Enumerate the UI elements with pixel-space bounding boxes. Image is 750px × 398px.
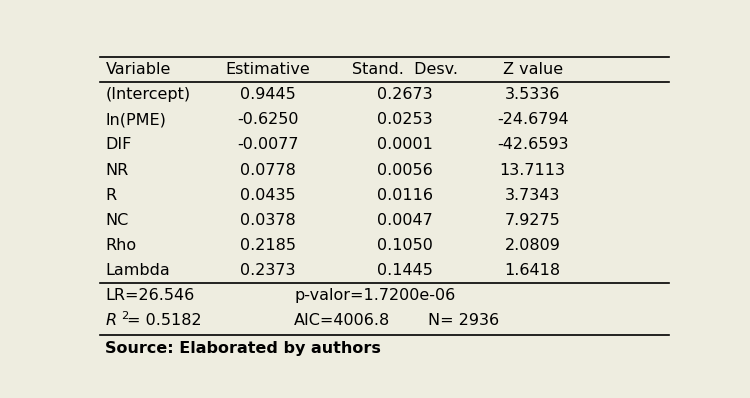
Text: 0.0253: 0.0253: [377, 112, 433, 127]
Text: -0.6250: -0.6250: [237, 112, 298, 127]
Text: Variable: Variable: [105, 62, 171, 77]
Text: 0.9445: 0.9445: [240, 87, 296, 102]
Text: 3.7343: 3.7343: [505, 188, 560, 203]
Text: -24.6794: -24.6794: [496, 112, 568, 127]
Text: NC: NC: [105, 213, 129, 228]
Text: 0.1050: 0.1050: [376, 238, 433, 253]
Text: 0.0047: 0.0047: [376, 213, 433, 228]
Text: 0.1445: 0.1445: [376, 263, 433, 278]
Text: R: R: [105, 188, 116, 203]
Text: Lambda: Lambda: [105, 263, 170, 278]
Text: $R$: $R$: [105, 312, 117, 328]
Text: Rho: Rho: [105, 238, 136, 253]
Text: LR=26.546: LR=26.546: [105, 288, 195, 303]
Text: DIF: DIF: [105, 137, 132, 152]
Text: Stand.  Desv.: Stand. Desv.: [352, 62, 458, 77]
Text: 1.6418: 1.6418: [505, 263, 561, 278]
Text: Source: Elaborated by authors: Source: Elaborated by authors: [105, 341, 381, 356]
Text: p-valor=1.7200e-06: p-valor=1.7200e-06: [294, 288, 455, 303]
Text: 2.0809: 2.0809: [505, 238, 560, 253]
Text: N= 2936: N= 2936: [428, 313, 499, 328]
Text: AIC=4006.8: AIC=4006.8: [294, 313, 391, 328]
Text: 0.2673: 0.2673: [377, 87, 433, 102]
Text: (Intercept): (Intercept): [105, 87, 190, 102]
Text: ln(PME): ln(PME): [105, 112, 166, 127]
Text: Estimative: Estimative: [226, 62, 310, 77]
Text: 0.2373: 0.2373: [240, 263, 296, 278]
Text: -42.6593: -42.6593: [496, 137, 568, 152]
Text: 0.0778: 0.0778: [240, 162, 296, 178]
Text: 0.0001: 0.0001: [376, 137, 433, 152]
Text: 7.9275: 7.9275: [505, 213, 560, 228]
Text: -0.0077: -0.0077: [237, 137, 298, 152]
Text: 0.0378: 0.0378: [240, 213, 296, 228]
Text: 0.0116: 0.0116: [376, 188, 433, 203]
Text: 0.0056: 0.0056: [376, 162, 433, 178]
Text: 0.0435: 0.0435: [240, 188, 296, 203]
Text: NR: NR: [105, 162, 129, 178]
Text: 2: 2: [121, 311, 128, 321]
Text: 13.7113: 13.7113: [500, 162, 566, 178]
Text: Z value: Z value: [503, 62, 562, 77]
Text: = 0.5182: = 0.5182: [127, 313, 202, 328]
Text: 3.5336: 3.5336: [505, 87, 560, 102]
Text: 0.2185: 0.2185: [240, 238, 296, 253]
